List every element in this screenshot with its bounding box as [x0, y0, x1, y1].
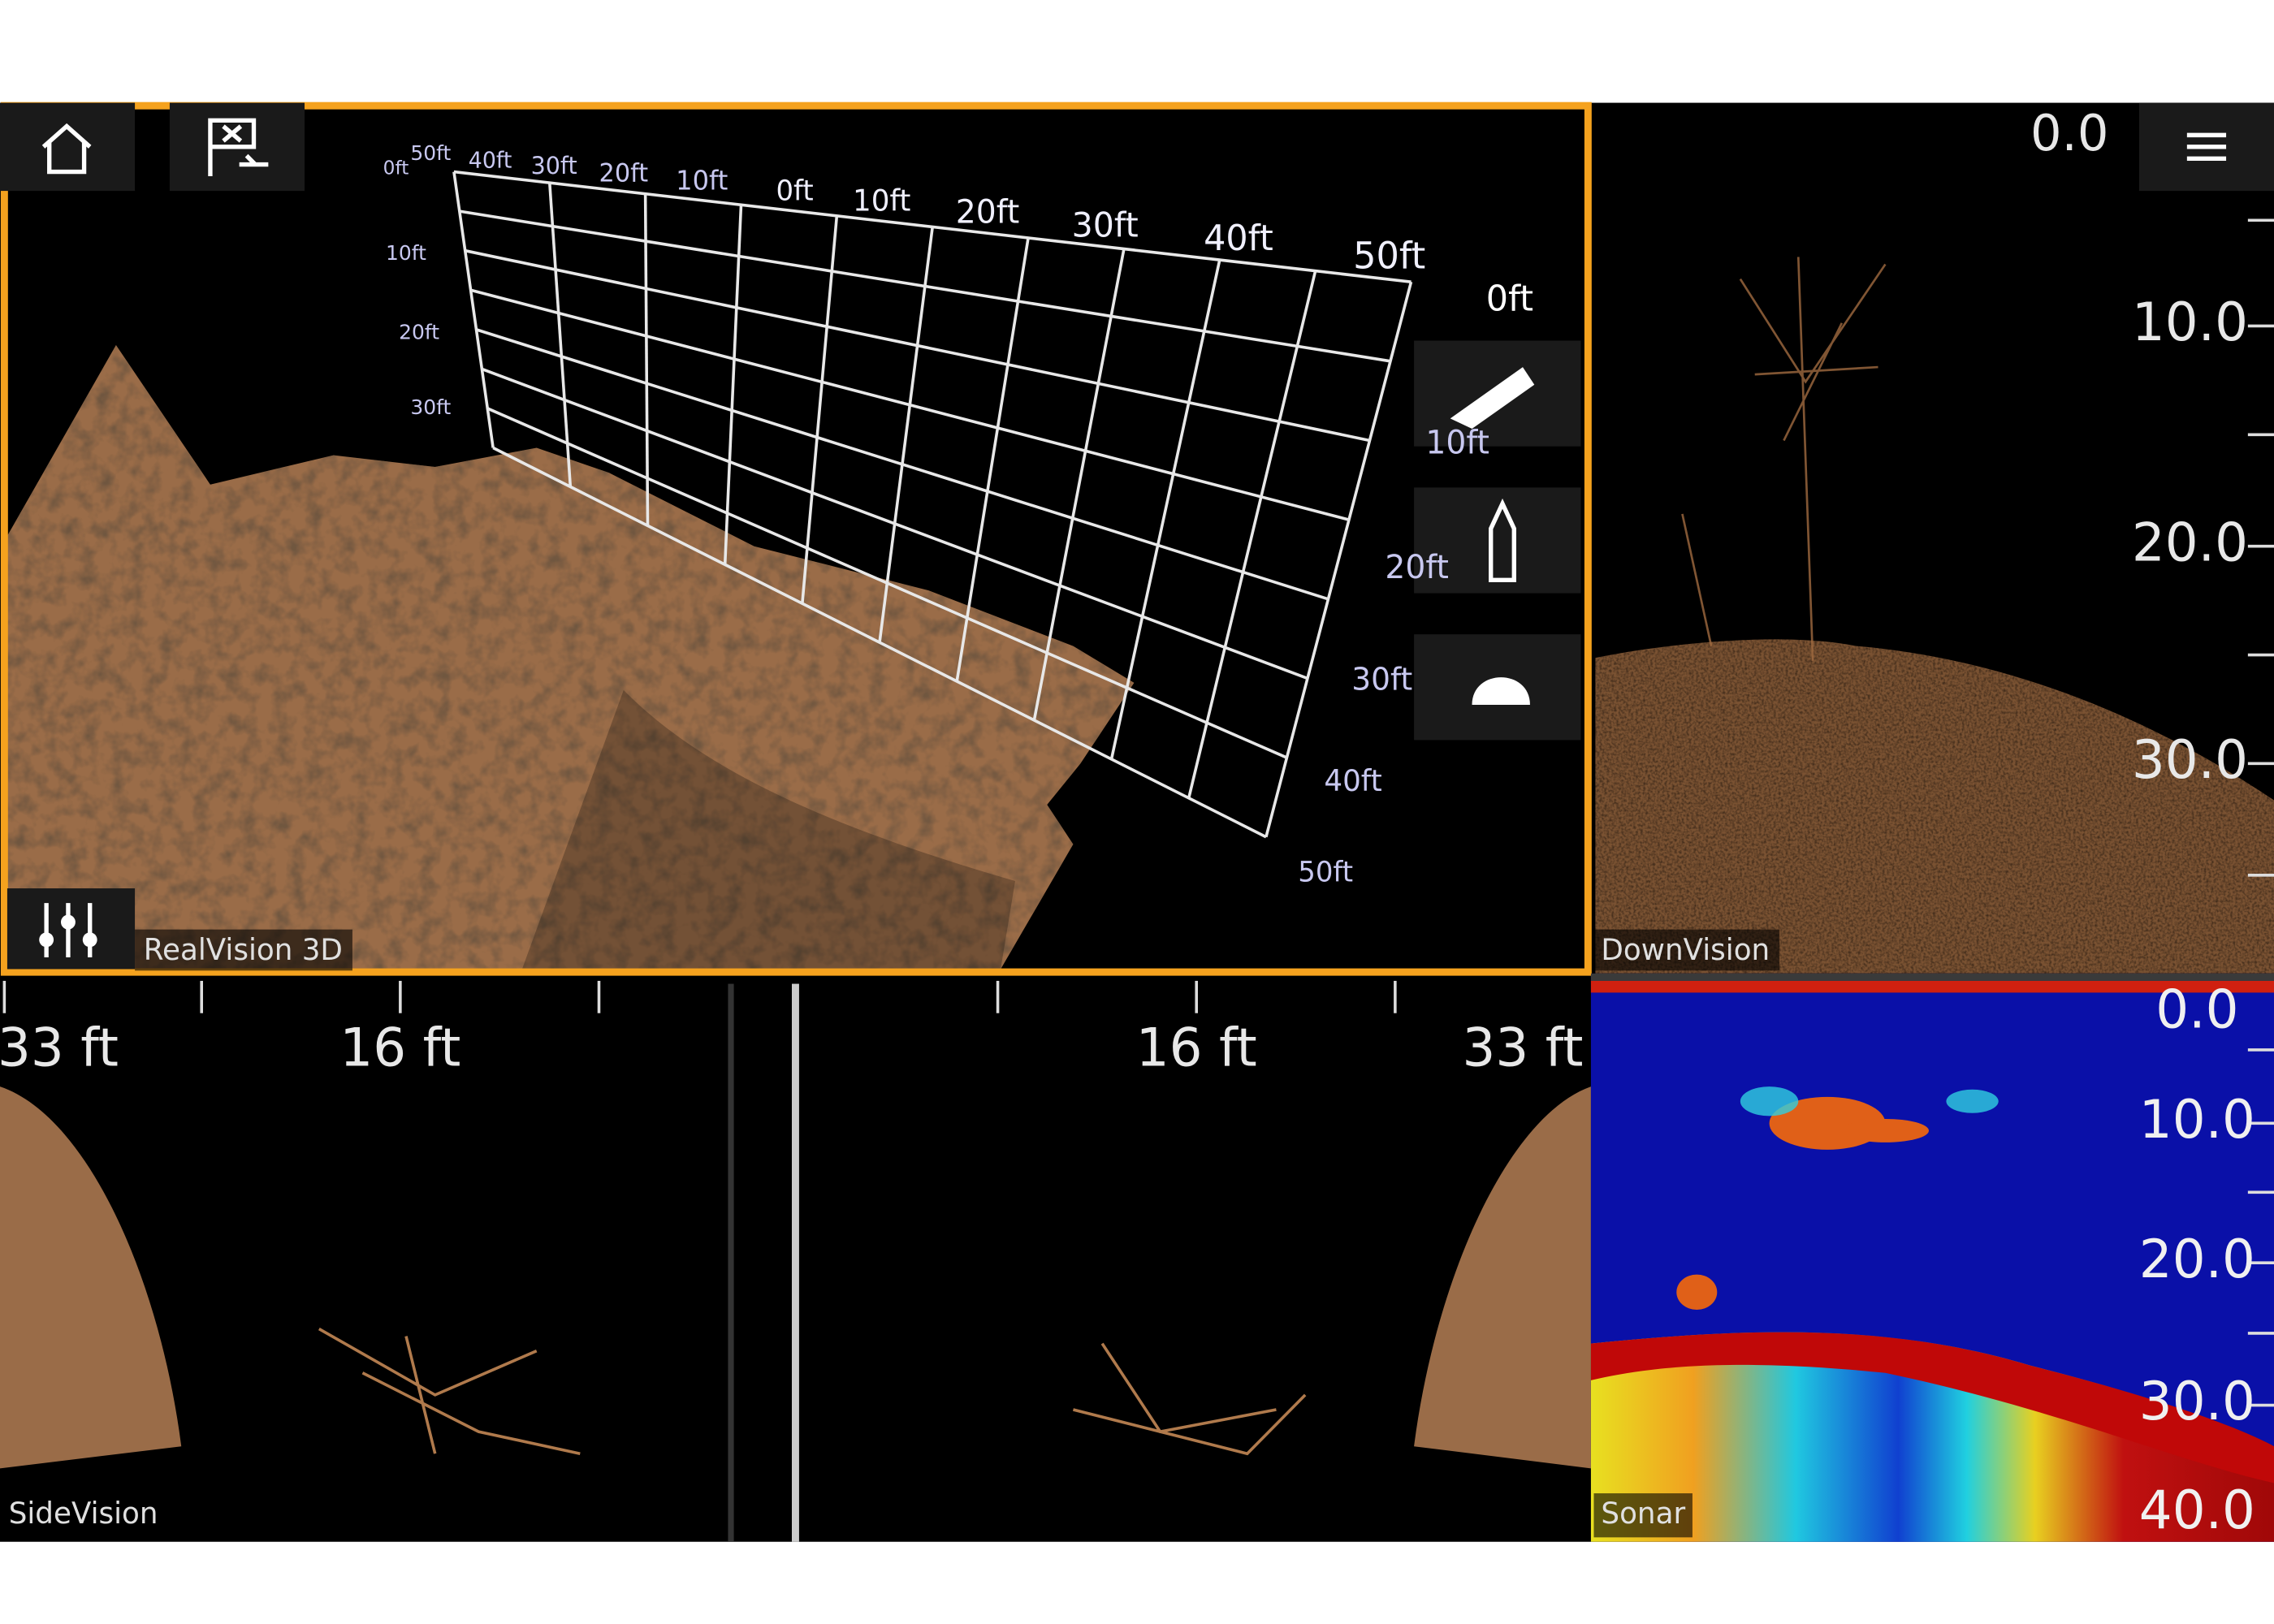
grid-label: 30ft: [1072, 205, 1139, 244]
grid-line: [548, 183, 573, 487]
grid-label: 10ft: [1425, 424, 1489, 461]
label-bg: [1593, 1493, 1693, 1538]
depth-label: 10.0: [2139, 1090, 2255, 1151]
boat-icon: [1472, 677, 1530, 705]
grid-line: [459, 209, 1391, 363]
depth-label: 10.0: [2132, 292, 2248, 353]
grid-label: 50ft: [1298, 856, 1353, 888]
grid-label: 50ft: [1353, 234, 1425, 277]
panel-label: RealVision 3D: [144, 934, 343, 967]
depth-label: 20.0: [2132, 512, 2248, 573]
settings-knobs: [39, 914, 97, 948]
home-icon: [41, 123, 92, 175]
range-label: 33 ft: [0, 1017, 119, 1078]
panel-label: SideVision: [9, 1497, 158, 1531]
view-buttons: [1414, 340, 1581, 741]
grid-label: 0ft: [776, 175, 813, 207]
grid-line: [723, 205, 743, 565]
waypoint-icon: [208, 118, 269, 176]
panel-label: Sonar: [1601, 1497, 1685, 1531]
range-label: 16 ft: [1136, 1017, 1257, 1078]
depth-label: 40.0: [2139, 1480, 2255, 1541]
grid-label: 10ft: [853, 184, 910, 218]
grid-line: [486, 407, 1288, 759]
grid-label: 10ft: [676, 165, 728, 196]
home-button[interactable]: [0, 102, 136, 192]
grid-line: [470, 288, 1350, 521]
range-label: 33 ft: [1463, 1017, 1584, 1078]
label-bg: [0, 1493, 167, 1538]
grid-label: 40ft: [1204, 218, 1273, 259]
grid-3d: [452, 170, 1413, 839]
grid-line: [453, 170, 1412, 283]
depth-label: 0.0: [2155, 979, 2238, 1040]
view-side[interactable]: [1414, 487, 1581, 594]
boat-icon: [1489, 498, 1516, 582]
depth-readout: 0.0: [2030, 105, 2109, 162]
grid-line: [481, 367, 1308, 680]
grid-label: 40ft: [469, 148, 512, 173]
grid-label: 50ft: [410, 141, 451, 165]
range-label: 16 ft: [339, 1017, 460, 1078]
grid-line: [1187, 270, 1317, 799]
depth-label: 20.0: [2139, 1229, 2255, 1289]
grid-label: 30ft: [410, 395, 451, 419]
grid-line: [1032, 248, 1126, 721]
grid-label: 10ft: [386, 241, 426, 265]
panel-labels: RealVision 3D DownVision SideVision Sona…: [0, 929, 1780, 1538]
grid-line: [643, 193, 650, 526]
sonar-image: [1590, 973, 2274, 1542]
grid-label: 40ft: [1324, 765, 1381, 798]
grid-label: 20ft: [956, 193, 1020, 231]
grid-line: [801, 215, 839, 604]
grid-line: [1265, 281, 1413, 838]
menu-icon: [2186, 132, 2227, 162]
grid-label: 0ft: [383, 156, 409, 179]
grid-label: 20ft: [599, 160, 649, 188]
boat-icon: [1450, 367, 1535, 430]
depth-label: 30.0: [2132, 730, 2248, 791]
panel-label: DownVision: [1601, 934, 1770, 967]
grid-line: [465, 248, 1370, 443]
grid-line: [1109, 259, 1221, 760]
grid-line: [475, 328, 1329, 601]
depth-label: 30.0: [2139, 1371, 2255, 1432]
settings-icon: [44, 903, 93, 958]
grid-label: 30ft: [1351, 661, 1412, 697]
scale-ticks: [2, 218, 2274, 1407]
label-bg: [135, 929, 352, 971]
label-bg: [1593, 929, 1780, 971]
divider: [1590, 973, 2274, 981]
grid-line: [955, 237, 1030, 682]
grid-label: 20ft: [1385, 549, 1449, 586]
grid-line: [878, 227, 934, 643]
grid-line: [492, 446, 1267, 839]
grid-line: [452, 171, 495, 448]
downvision-tree: [1681, 257, 1887, 661]
active-panel-border: [0, 102, 1592, 976]
sidevision-image: [0, 983, 1591, 1542]
grid-label: 20ft: [399, 320, 439, 343]
grid-label: 30ft: [531, 152, 577, 179]
grid-label: 0ft: [1486, 279, 1533, 319]
